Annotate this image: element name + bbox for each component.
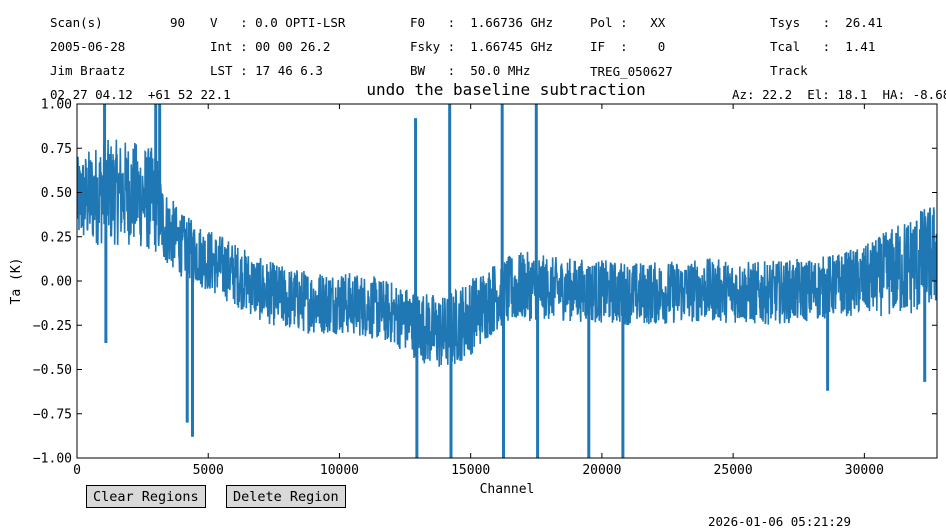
x-tick-label: 20000 [582, 463, 621, 478]
y-tick-label: −0.50 [33, 363, 72, 378]
y-tick-label: 0.75 [41, 142, 72, 157]
azel-info: Az: 22.2 El: 18.1 HA: -8.68 [732, 87, 946, 102]
ticks-layer: 0 5000 10000 15000 20000 25000 30000 −1.00 −0.75… [33, 98, 937, 478]
y-tick-label: −0.25 [33, 319, 72, 334]
velocity-info: V : 0.0 OPTI-LSR [210, 15, 346, 30]
y-axis-label: Ta (K) [9, 258, 24, 305]
source-info: TREG_050627 [590, 64, 673, 79]
scan-label: Scan(s) [50, 15, 103, 30]
x-tick-label: 0 [73, 463, 81, 478]
x-tick-label: 5000 [193, 463, 224, 478]
data-layer [77, 104, 937, 458]
f0-info: F0 : 1.66736 GHz [410, 15, 553, 30]
tcal-info: Tcal : 1.41 [770, 39, 876, 54]
y-tick-label: 0.25 [41, 230, 72, 245]
date-info: 2005-06-28 [50, 39, 126, 54]
if-info: IF : 0 [590, 39, 666, 54]
y-tick-label: 0.50 [41, 186, 72, 201]
y-tick-label: 1.00 [41, 98, 72, 113]
observer-info: Jim Braatz [50, 63, 126, 78]
spectrum-series-0 [77, 139, 937, 367]
delete-region-button[interactable]: Delete Region [226, 485, 346, 508]
clear-regions-button[interactable]: Clear Regions [86, 485, 206, 508]
mode-info: Track [770, 63, 808, 78]
x-tick-label: 10000 [320, 463, 359, 478]
int-info: Int : 00 00 26.2 [210, 39, 331, 54]
coords-info: 02 27 04.12 +61 52 22.1 [50, 87, 231, 102]
scan-value: 90 [170, 15, 186, 30]
tsys-info: Tsys : 26.41 [770, 15, 883, 30]
pol-info: Pol : XX [590, 15, 666, 30]
x-axis-label: Channel [480, 482, 535, 497]
bw-info: BW : 50.0 MHz [410, 63, 531, 78]
y-tick-label: 0.00 [41, 275, 72, 290]
x-tick-label: 15000 [451, 463, 490, 478]
lst-info: LST : 17 46 6.3 [210, 63, 323, 78]
y-tick-label: −1.00 [33, 452, 72, 467]
timestamp: 2026-01-06 05:21:29 [708, 514, 851, 529]
chart-title: undo the baseline subtraction [366, 80, 646, 99]
y-tick-label: −0.75 [33, 407, 72, 422]
x-tick-label: 30000 [845, 463, 884, 478]
x-tick-label: 25000 [714, 463, 753, 478]
fsky-info: Fsky : 1.66745 GHz [410, 39, 553, 54]
